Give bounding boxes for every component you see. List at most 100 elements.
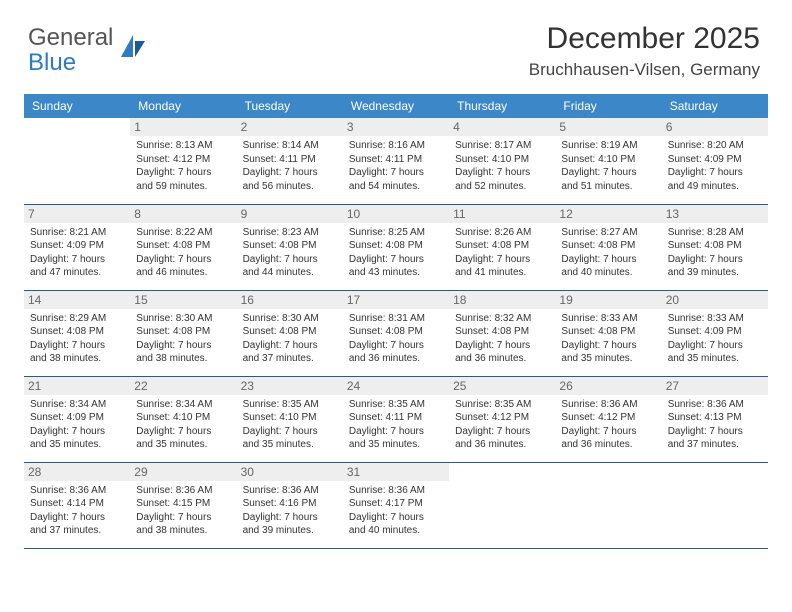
- sunrise-text: Sunrise: 8:32 AM: [455, 312, 549, 326]
- sunset-text: Sunset: 4:10 PM: [561, 153, 655, 167]
- daylight-text: Daylight: 7 hours: [30, 339, 124, 353]
- sunset-text: Sunset: 4:15 PM: [136, 497, 230, 511]
- calendar-cell: [24, 118, 130, 204]
- sunset-text: Sunset: 4:10 PM: [136, 411, 230, 425]
- day-number: 26: [555, 377, 661, 395]
- sunrise-text: Sunrise: 8:22 AM: [136, 226, 230, 240]
- sunrise-text: Sunrise: 8:17 AM: [455, 139, 549, 153]
- calendar-cell: 31Sunrise: 8:36 AMSunset: 4:17 PMDayligh…: [343, 462, 449, 548]
- col-tuesday: Tuesday: [237, 94, 343, 118]
- sunrise-text: Sunrise: 8:30 AM: [136, 312, 230, 326]
- calendar-table: Sunday Monday Tuesday Wednesday Thursday…: [24, 94, 768, 549]
- sunset-text: Sunset: 4:12 PM: [455, 411, 549, 425]
- sunset-text: Sunset: 4:11 PM: [243, 153, 337, 167]
- daylight-text: Daylight: 7 hours: [349, 339, 443, 353]
- day-number: 19: [555, 291, 661, 309]
- day-number: 16: [237, 291, 343, 309]
- calendar-cell: 5Sunrise: 8:19 AMSunset: 4:10 PMDaylight…: [555, 118, 661, 204]
- daylight-text: and 36 minutes.: [349, 352, 443, 366]
- daylight-text: and 52 minutes.: [455, 180, 549, 194]
- daylight-text: Daylight: 7 hours: [455, 166, 549, 180]
- day-number: 31: [343, 463, 449, 481]
- day-number: 22: [130, 377, 236, 395]
- calendar-cell: 8Sunrise: 8:22 AMSunset: 4:08 PMDaylight…: [130, 204, 236, 290]
- daylight-text: Daylight: 7 hours: [243, 339, 337, 353]
- calendar-week-row: 1Sunrise: 8:13 AMSunset: 4:12 PMDaylight…: [24, 118, 768, 204]
- sunset-text: Sunset: 4:08 PM: [349, 239, 443, 253]
- logo-text: GeneralBlue: [28, 24, 113, 74]
- calendar-cell: 7Sunrise: 8:21 AMSunset: 4:09 PMDaylight…: [24, 204, 130, 290]
- sunrise-text: Sunrise: 8:36 AM: [136, 484, 230, 498]
- col-monday: Monday: [130, 94, 236, 118]
- sunset-text: Sunset: 4:10 PM: [243, 411, 337, 425]
- calendar-cell: 25Sunrise: 8:35 AMSunset: 4:12 PMDayligh…: [449, 376, 555, 462]
- col-friday: Friday: [555, 94, 661, 118]
- day-number: 5: [555, 118, 661, 136]
- calendar-cell: 24Sunrise: 8:35 AMSunset: 4:11 PMDayligh…: [343, 376, 449, 462]
- day-number: 3: [343, 118, 449, 136]
- day-number: 28: [24, 463, 130, 481]
- daylight-text: Daylight: 7 hours: [561, 339, 655, 353]
- day-number: 15: [130, 291, 236, 309]
- sunrise-text: Sunrise: 8:30 AM: [243, 312, 337, 326]
- day-number: 18: [449, 291, 555, 309]
- daylight-text: and 41 minutes.: [455, 266, 549, 280]
- col-sunday: Sunday: [24, 94, 130, 118]
- daylight-text: Daylight: 7 hours: [349, 425, 443, 439]
- daylight-text: Daylight: 7 hours: [455, 339, 549, 353]
- daylight-text: and 39 minutes.: [243, 524, 337, 538]
- sunrise-text: Sunrise: 8:33 AM: [668, 312, 762, 326]
- daylight-text: and 35 minutes.: [349, 438, 443, 452]
- calendar-cell: 1Sunrise: 8:13 AMSunset: 4:12 PMDaylight…: [130, 118, 236, 204]
- sunrise-text: Sunrise: 8:35 AM: [455, 398, 549, 412]
- daylight-text: Daylight: 7 hours: [561, 166, 655, 180]
- daylight-text: Daylight: 7 hours: [136, 425, 230, 439]
- day-number: 13: [662, 205, 768, 223]
- calendar-week-row: 21Sunrise: 8:34 AMSunset: 4:09 PMDayligh…: [24, 376, 768, 462]
- daylight-text: Daylight: 7 hours: [243, 425, 337, 439]
- calendar-cell: 16Sunrise: 8:30 AMSunset: 4:08 PMDayligh…: [237, 290, 343, 376]
- daylight-text: Daylight: 7 hours: [455, 253, 549, 267]
- day-number: 24: [343, 377, 449, 395]
- calendar-week-row: 7Sunrise: 8:21 AMSunset: 4:09 PMDaylight…: [24, 204, 768, 290]
- calendar-cell: 28Sunrise: 8:36 AMSunset: 4:14 PMDayligh…: [24, 462, 130, 548]
- daylight-text: Daylight: 7 hours: [668, 425, 762, 439]
- day-number: 6: [662, 118, 768, 136]
- sunrise-text: Sunrise: 8:26 AM: [455, 226, 549, 240]
- daylight-text: and 35 minutes.: [561, 352, 655, 366]
- day-number: 14: [24, 291, 130, 309]
- daylight-text: and 51 minutes.: [561, 180, 655, 194]
- sunset-text: Sunset: 4:08 PM: [136, 325, 230, 339]
- sunrise-text: Sunrise: 8:21 AM: [30, 226, 124, 240]
- daylight-text: Daylight: 7 hours: [30, 511, 124, 525]
- calendar-cell: 6Sunrise: 8:20 AMSunset: 4:09 PMDaylight…: [662, 118, 768, 204]
- sunset-text: Sunset: 4:17 PM: [349, 497, 443, 511]
- day-number: 25: [449, 377, 555, 395]
- calendar-week-row: 14Sunrise: 8:29 AMSunset: 4:08 PMDayligh…: [24, 290, 768, 376]
- daylight-text: and 38 minutes.: [136, 352, 230, 366]
- daylight-text: and 38 minutes.: [30, 352, 124, 366]
- logo-word1: General: [28, 24, 113, 51]
- sunrise-text: Sunrise: 8:31 AM: [349, 312, 443, 326]
- sunset-text: Sunset: 4:08 PM: [561, 325, 655, 339]
- daylight-text: Daylight: 7 hours: [561, 425, 655, 439]
- daylight-text: and 40 minutes.: [561, 266, 655, 280]
- sunset-text: Sunset: 4:09 PM: [30, 411, 124, 425]
- daylight-text: Daylight: 7 hours: [243, 166, 337, 180]
- daylight-text: and 36 minutes.: [455, 352, 549, 366]
- daylight-text: and 38 minutes.: [136, 524, 230, 538]
- sunrise-text: Sunrise: 8:13 AM: [136, 139, 230, 153]
- calendar-cell: 27Sunrise: 8:36 AMSunset: 4:13 PMDayligh…: [662, 376, 768, 462]
- day-number: 10: [343, 205, 449, 223]
- daylight-text: Daylight: 7 hours: [136, 253, 230, 267]
- sunrise-text: Sunrise: 8:36 AM: [349, 484, 443, 498]
- calendar-week-row: 28Sunrise: 8:36 AMSunset: 4:14 PMDayligh…: [24, 462, 768, 548]
- sunrise-text: Sunrise: 8:28 AM: [668, 226, 762, 240]
- sunrise-text: Sunrise: 8:25 AM: [349, 226, 443, 240]
- day-number: 1: [130, 118, 236, 136]
- calendar-cell: [449, 462, 555, 548]
- daylight-text: and 35 minutes.: [243, 438, 337, 452]
- sunset-text: Sunset: 4:08 PM: [561, 239, 655, 253]
- daylight-text: and 35 minutes.: [136, 438, 230, 452]
- calendar-header-row: Sunday Monday Tuesday Wednesday Thursday…: [24, 94, 768, 118]
